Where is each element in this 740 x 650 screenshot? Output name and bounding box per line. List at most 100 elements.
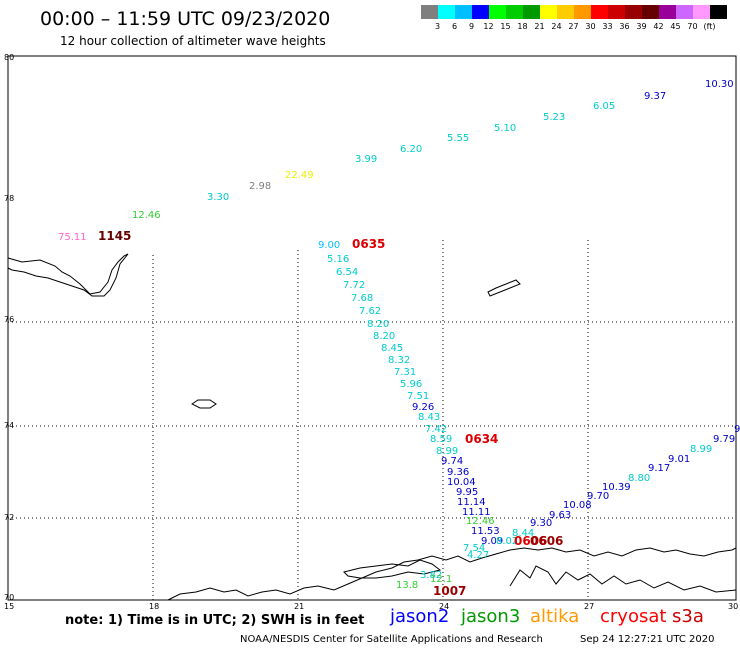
lon-label: 27 (584, 602, 594, 611)
wave-height-value: 9.70 (587, 491, 609, 502)
time-labels: 1145 0635 0634 0606 0606 1007 (98, 229, 563, 598)
wave-height-value: 9.30 (530, 518, 552, 529)
wave-height-value: 9.37 (644, 91, 666, 102)
wave-height-value: 3.82 (420, 570, 442, 581)
color-legend-label: 30 (585, 22, 596, 31)
wave-height-value: 9.09 (481, 536, 503, 547)
lat-label: 70 (4, 593, 14, 602)
lon-label: 21 (294, 602, 304, 611)
svalbard-coast (7, 253, 129, 297)
time-label: 1145 (98, 229, 131, 243)
wave-height-value: 9.74 (441, 456, 463, 467)
color-legend-label: 27 (568, 22, 579, 31)
time-label: 0606 (514, 534, 547, 548)
generated-timestamp: Sep 24 12:27:21 UTC 2020 (580, 634, 715, 645)
wave-height-value: 5.10 (494, 123, 516, 134)
color-swatch (625, 5, 642, 19)
graticule (8, 240, 736, 600)
color-swatch (438, 5, 455, 19)
wave-height-value: 8.32 (388, 355, 410, 366)
color-legend-label: 12 (483, 22, 494, 31)
legend-jason2: jason2 (390, 606, 450, 627)
color-swatch (557, 5, 574, 19)
wave-height-value: 9.63 (549, 510, 571, 521)
wave-height-value: 6.20 (400, 144, 422, 155)
wave-height-value: 75.11 (58, 232, 87, 243)
wave-height-value: 9 (734, 424, 740, 435)
color-swatch (693, 5, 710, 19)
color-legend-label: (ft) (703, 22, 716, 31)
color-legend-label: 9 (468, 22, 475, 31)
wave-height-value: 7.42 (425, 424, 447, 435)
wave-height-value: 8.59 (430, 434, 452, 445)
wave-height-value: 10.30 (705, 79, 734, 90)
wave-height-value: 7.31 (394, 367, 416, 378)
longitude-labels: 15 18 21 24 27 30 (4, 602, 738, 611)
map-frame (7, 55, 737, 601)
wave-height-value: 7.51 (407, 391, 429, 402)
wave-height-value: 9.17 (648, 463, 670, 474)
legend-altika: altika (530, 606, 580, 627)
color-swatch (489, 5, 506, 19)
lon-label: 24 (439, 602, 449, 611)
wave-height-value: 7.68 (351, 293, 373, 304)
time-label: 0635 (352, 237, 385, 251)
wave-height-value: 7.54 (463, 543, 485, 554)
wave-height-value: 2.98 (249, 181, 271, 192)
color-legend-label: 18 (517, 22, 528, 31)
color-swatch (676, 5, 693, 19)
lat-label: 78 (4, 194, 14, 203)
wave-height-tracks: 75.11 12.46 3.30 2.98 22.49 3.99 6.20 5.55 5.10 5… (58, 79, 740, 591)
wave-height-value: 10.39 (602, 482, 631, 493)
color-legend-label: 15 (500, 22, 511, 31)
lat-label: 74 (4, 421, 14, 430)
wave-height-value: 5.23 (543, 112, 565, 123)
wave-height-value: 11.14 (457, 497, 486, 508)
lat-label: 76 (4, 315, 14, 324)
wave-height-value: 9.36 (447, 467, 469, 478)
credit-line: NOAA/NESDIS Center for Satellite Applica… (240, 634, 543, 645)
color-swatch (574, 5, 591, 19)
color-legend-label: 21 (534, 22, 545, 31)
color-swatch (659, 5, 676, 19)
wave-height-value: 9.00 (318, 240, 340, 251)
legend-s3a: s3a (672, 606, 704, 627)
wave-height-value: 8.99 (436, 446, 458, 457)
wave-height-value: 9.01 (668, 454, 690, 465)
color-swatch (455, 5, 472, 19)
wave-height-value: 8.44 (512, 528, 534, 539)
wave-height-value: 8.45 (381, 343, 403, 354)
wave-height-value: 6.05 (593, 101, 615, 112)
wave-height-value: 9.79 (713, 434, 735, 445)
wave-height-value: 13.8 (396, 580, 418, 591)
time-label: 1007 (433, 584, 466, 598)
wave-height-value: 8.02 (496, 536, 518, 547)
wave-height-value: 10.04 (447, 477, 476, 488)
wave-height-value: 11.11 (462, 507, 491, 518)
color-legend-label: 3 (434, 22, 441, 31)
color-swatch (540, 5, 557, 19)
color-swatch (710, 5, 727, 19)
color-legend-label: 36 (619, 22, 630, 31)
wave-height-value: 8.20 (373, 331, 395, 342)
legend-cryosat: cryosat (600, 606, 667, 627)
wave-height-value: 6.54 (336, 267, 358, 278)
wave-height-value: 5.55 (447, 133, 469, 144)
time-label: 0606 (530, 534, 563, 548)
wave-height-value: 9.26 (412, 402, 434, 413)
latitude-labels: 80 78 76 74 72 70 (4, 53, 14, 602)
color-swatch (506, 5, 523, 19)
lon-label: 30 (728, 602, 738, 611)
wave-height-value: 8.99 (690, 444, 712, 455)
lon-label: 15 (4, 602, 14, 611)
kong-karls-land (487, 279, 521, 297)
color-legend-label: 70 (687, 22, 698, 31)
bjornoya (191, 399, 217, 409)
color-legend-label: 6 (451, 22, 458, 31)
wave-height-value: 8.80 (628, 473, 650, 484)
norway-coast (167, 547, 737, 601)
wave-height-value: 10.08 (563, 500, 592, 511)
wave-height-value: 11.53 (471, 526, 500, 537)
wave-height-value: 22.49 (285, 170, 314, 181)
wave-height-value: 3.30 (207, 192, 229, 203)
